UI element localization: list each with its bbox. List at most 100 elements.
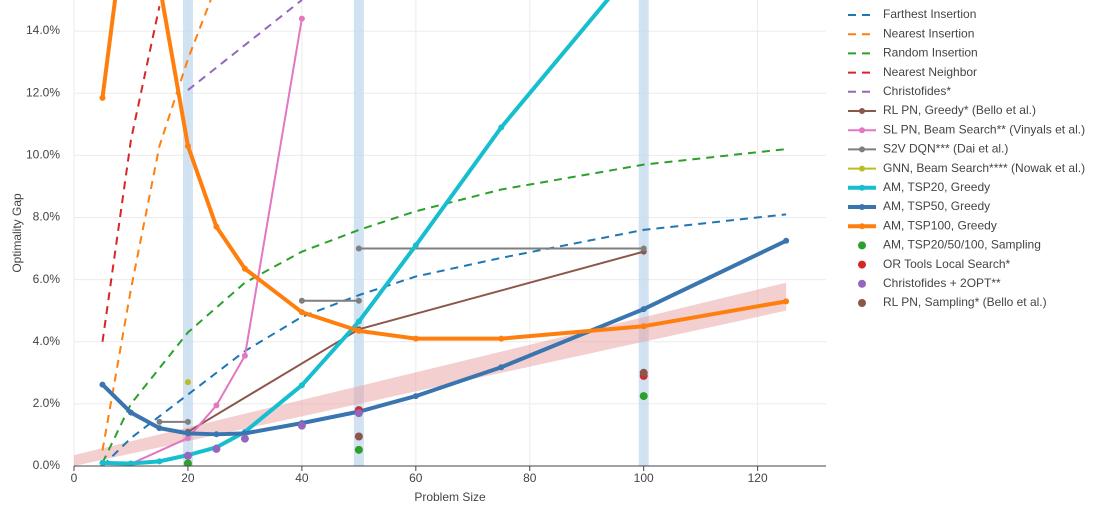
line-marker [156,418,163,425]
legend-label: Nearest Insertion [883,26,974,40]
legend-symbol [859,108,865,114]
line-marker [213,402,220,409]
series-line [187,0,303,91]
line-marker [640,245,647,252]
line-marker [127,409,134,416]
series-line [101,213,787,466]
line-marker [355,245,362,252]
legend-label: AM, TSP50, Greedy [883,199,990,213]
scatter-point [354,432,363,441]
series-line [101,238,787,437]
series-line [101,0,212,451]
x-tick-label: 100 [634,471,654,485]
y-tick-label: 8.0% [33,210,61,224]
y-tick-label: 4.0% [33,334,61,348]
scatter-point [212,444,221,453]
legend-label: AM, TSP100, Greedy [883,218,997,232]
line-marker [99,94,106,101]
line-marker [213,223,220,230]
series-line [130,18,303,465]
line-marker [184,143,191,150]
legend-label: Nearest Neighbor [883,65,977,79]
line-marker [412,242,419,249]
line-marker [184,435,191,442]
line-marker [298,382,305,389]
y-tick-label: 6.0% [33,272,61,286]
scatter-point [297,421,306,430]
line-marker [127,460,134,466]
y-tick-label: 12.0% [26,85,60,99]
x-tick-label: 60 [409,471,423,485]
series-line [101,6,161,342]
series-line [159,247,644,423]
line-marker [99,459,106,466]
line-marker [298,297,305,304]
legend-label: Christofides* [883,84,951,98]
highlight-band [638,0,649,466]
scatter-point [354,409,363,418]
line-marker [640,323,647,330]
line-marker [213,431,220,438]
legend: Farthest Insertion Nearest Insertion Rando… [848,7,1085,309]
legend-symbol [859,184,865,191]
line-marker [783,298,790,305]
line-marker [355,297,362,304]
legend-label: AM, TSP20, Greedy [883,180,990,194]
line-marker [241,352,248,359]
y-tick-label: 0.0% [33,458,61,472]
legend-symbol [859,204,865,210]
line-marker [355,327,362,334]
line-marker [640,306,647,313]
line-marker [99,381,106,388]
line-marker [298,15,305,22]
legend-label: SL PN, Beam Search** (Vinyals et al.) [883,122,1085,136]
legend-symbol [858,241,866,250]
line-marker [498,335,505,342]
legend-label: RL PN, Sampling* (Bello et al.) [883,295,1047,309]
legend-symbol [859,165,865,172]
y-tick-label: 10.0% [26,148,60,162]
series-line [101,148,787,464]
line-marker [241,430,248,437]
y-tick-label: 14.0% [26,23,60,37]
legend-label: S2V DQN*** (Dai et al.) [883,142,1008,156]
x-tick-label: 120 [748,471,768,485]
line-marker [498,364,505,371]
legend-symbol [858,299,866,307]
scatter-point [183,459,192,466]
scatter-point [240,434,249,443]
scatter-point [639,392,648,401]
legend-label: Farthest Insertion [883,7,976,21]
x-tick-label: 40 [295,471,309,485]
scatter-point [183,451,192,460]
line-marker [355,318,362,325]
x-tick-label: 80 [523,471,537,485]
legend-symbol [858,279,866,288]
series-line [100,0,787,341]
line-marker [783,237,790,244]
line-marker [298,309,305,316]
highlight-band [353,0,364,466]
y-tick-label: 2.0% [33,396,61,410]
line-marker [184,379,191,386]
scatter-point [354,445,363,454]
highlight-band [182,0,193,466]
legend-label: Random Insertion [883,46,978,60]
axes: 0.0% 2.0% 4.0% 6.0% 8.0% 10.0% 12.0% 14.0% 0 20 40… [26,23,826,485]
legend-label: OR Tools Local Search* [883,257,1011,271]
legend-symbol [859,223,865,230]
legend-label: RL PN, Greedy* (Bello et al.) [883,103,1036,117]
legend-label: Christofides + 2OPT** [883,276,1001,290]
line-marker [184,430,191,437]
line-marker [156,425,163,432]
line-marker [412,335,419,342]
line-marker [156,458,163,465]
legend-label: AM, TSP20/50/100, Sampling [883,238,1041,252]
line-marker [184,418,191,425]
x-axis-label: Problem Size [414,490,486,504]
x-tick-label: 0 [71,471,78,485]
legend-symbol [858,260,866,269]
line-marker [498,124,505,131]
